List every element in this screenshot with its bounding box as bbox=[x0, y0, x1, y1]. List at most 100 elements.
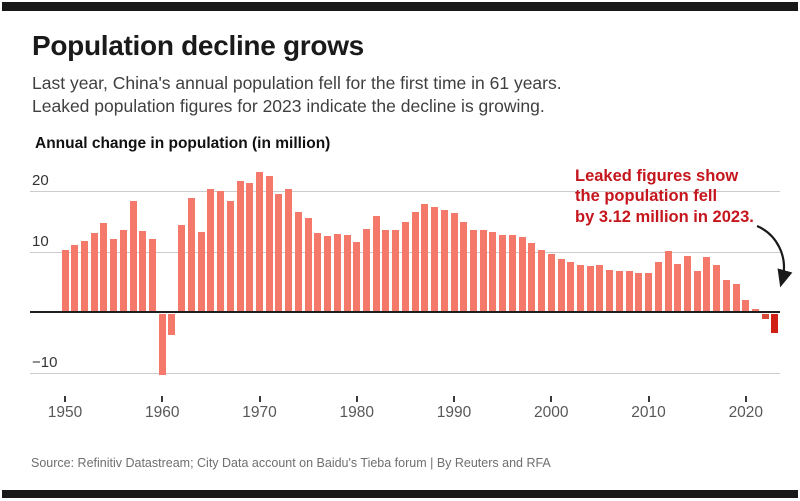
bar-1981 bbox=[363, 229, 370, 312]
bar-2014 bbox=[683, 256, 691, 312]
bar-1950 bbox=[61, 249, 69, 312]
bar-1970 bbox=[256, 171, 264, 312]
bar-2015 bbox=[693, 270, 701, 312]
y-axis-label-−10: −10 bbox=[32, 353, 58, 371]
bar-2016 bbox=[703, 256, 711, 312]
bar-1966 bbox=[217, 191, 225, 312]
bar-2006 bbox=[606, 270, 614, 312]
bar-1989 bbox=[440, 210, 448, 312]
bar-1961 bbox=[168, 314, 176, 336]
bar-1985 bbox=[401, 221, 409, 312]
bar-1998 bbox=[528, 243, 536, 312]
bar-2004 bbox=[586, 266, 594, 312]
bar-1973 bbox=[285, 189, 293, 312]
x-tick-1980 bbox=[355, 396, 358, 402]
bar-1999 bbox=[538, 249, 546, 312]
bar-1958 bbox=[139, 230, 147, 312]
zero-axis-line bbox=[30, 311, 780, 313]
bar-1951 bbox=[71, 245, 79, 312]
bar-1965 bbox=[207, 188, 215, 312]
bottom-border-bar bbox=[2, 490, 798, 498]
bar-2022 bbox=[761, 314, 769, 320]
annotation-line-2: the population fell bbox=[575, 187, 718, 206]
bar-1987 bbox=[421, 203, 429, 312]
x-axis-label-2020: 2020 bbox=[728, 404, 764, 421]
bar-1969 bbox=[246, 182, 254, 312]
bar-2021 bbox=[752, 308, 760, 312]
y-axis-label-20: 20 bbox=[32, 172, 49, 189]
bar-1964 bbox=[197, 231, 205, 312]
bar-1982 bbox=[372, 216, 380, 312]
annotation-line-1: Leaked figures show bbox=[575, 167, 739, 185]
bar-1994 bbox=[489, 231, 497, 312]
x-tick-1960 bbox=[161, 396, 164, 402]
bar-2007 bbox=[615, 270, 623, 312]
bar-1995 bbox=[499, 235, 507, 312]
x-tick-2020 bbox=[744, 396, 747, 402]
bar-1974 bbox=[294, 212, 302, 312]
bar-2011 bbox=[654, 261, 662, 312]
bar-2020 bbox=[742, 299, 750, 312]
x-axis-label-1980: 1980 bbox=[339, 404, 374, 421]
bar-1971 bbox=[265, 176, 273, 312]
x-tick-1990 bbox=[453, 396, 456, 402]
x-axis-label-1950: 1950 bbox=[47, 404, 83, 421]
bar-chart-plot-area: 20 10 −10 1950 1960 1970 1980 1990 2000 2010 2020 bbox=[30, 165, 780, 428]
x-axis-label-2000: 2000 bbox=[534, 404, 569, 421]
bar-1990 bbox=[450, 213, 458, 312]
x-axis-label-1990: 1990 bbox=[436, 404, 472, 421]
bar-1967 bbox=[226, 201, 234, 312]
bar-2018 bbox=[722, 279, 730, 312]
bar-2003 bbox=[576, 265, 584, 312]
bar-1968 bbox=[236, 180, 244, 312]
annotation-callout: Leaked figures show the population fell … bbox=[575, 166, 754, 227]
bar-2013 bbox=[674, 263, 682, 312]
bar-1960 bbox=[158, 314, 166, 375]
bar-2012 bbox=[664, 250, 672, 312]
source-attribution: Source: Refinitiv Datastream; City Data … bbox=[31, 456, 551, 470]
subtitle: Last year, China's annual population fel… bbox=[32, 72, 562, 118]
bar-1976 bbox=[314, 233, 322, 312]
gridline-−10 bbox=[30, 372, 780, 374]
bar-1983 bbox=[382, 230, 390, 312]
bar-1959 bbox=[149, 238, 157, 312]
bar-2008 bbox=[625, 271, 633, 312]
bar-2019 bbox=[732, 283, 740, 312]
y-axis-label-10: 10 bbox=[32, 232, 49, 250]
page-title: Population decline grows bbox=[32, 30, 364, 61]
bar-1986 bbox=[411, 211, 419, 312]
bar-1991 bbox=[460, 221, 468, 312]
x-tick-2000 bbox=[550, 396, 553, 402]
bar-1953 bbox=[90, 232, 98, 312]
annotation-line-3: by 3.12 million in 2023. bbox=[575, 207, 754, 226]
bar-1963 bbox=[187, 198, 195, 312]
bar-2001 bbox=[557, 258, 565, 312]
bar-1954 bbox=[100, 223, 108, 312]
bar-2000 bbox=[547, 253, 555, 312]
bar-1980 bbox=[353, 241, 361, 312]
bar-1996 bbox=[508, 235, 516, 312]
bar-1984 bbox=[392, 230, 400, 312]
bar-2002 bbox=[567, 261, 575, 312]
bar-2005 bbox=[596, 265, 604, 312]
bar-1978 bbox=[333, 233, 341, 312]
top-border-bar bbox=[2, 2, 798, 11]
bar-2017 bbox=[713, 264, 721, 312]
bar-1962 bbox=[178, 224, 186, 312]
chart-heading: Annual change in population (in million) bbox=[35, 135, 331, 152]
bar-1956 bbox=[119, 229, 127, 312]
bar-2009 bbox=[635, 272, 643, 312]
bar-1957 bbox=[129, 201, 137, 312]
x-tick-1970 bbox=[258, 396, 261, 402]
bar-1955 bbox=[110, 239, 118, 312]
bar-1977 bbox=[324, 235, 332, 312]
bar-1979 bbox=[343, 234, 351, 312]
bar-1992 bbox=[469, 230, 477, 312]
x-axis-label-1970: 1970 bbox=[242, 404, 277, 421]
x-axis-label-1960: 1960 bbox=[145, 404, 180, 421]
bar-2023 bbox=[771, 314, 779, 333]
gridline-20 bbox=[30, 191, 780, 192]
subtitle-line-2: Leaked population figures for 2023 indic… bbox=[32, 96, 545, 116]
x-tick-2010 bbox=[647, 396, 650, 402]
